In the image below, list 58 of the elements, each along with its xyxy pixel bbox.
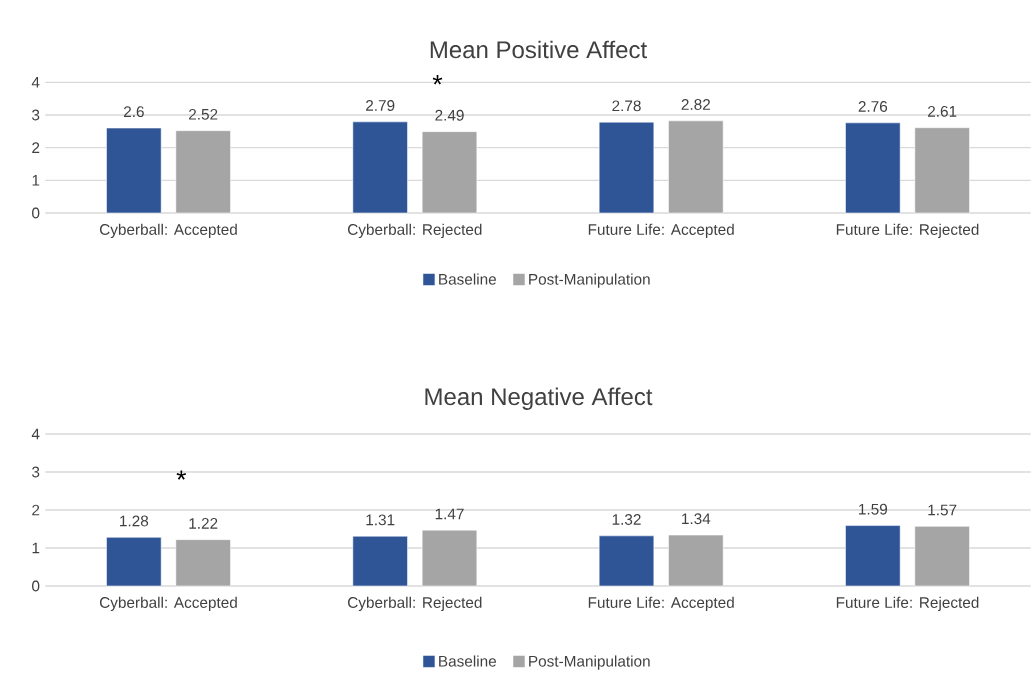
y-tick-label: 4 [31, 428, 40, 440]
bar [175, 539, 231, 587]
data-label: 2.49 [435, 109, 464, 121]
bar [352, 535, 408, 587]
x-tick-label: Future Life: Rejected [836, 223, 979, 238]
data-label: 2.61 [928, 105, 957, 117]
data-label: 1.28 [120, 515, 149, 527]
data-label: 2.6 [123, 106, 144, 118]
bar [914, 526, 970, 587]
x-tick-label: Future Life: Accepted [588, 596, 734, 611]
annotation: * [432, 75, 443, 85]
data-label: 2.79 [366, 100, 395, 111]
y-tick-label: 3 [32, 109, 40, 121]
data-label: 1.32 [612, 514, 641, 525]
y-tick-label: 2 [32, 142, 40, 154]
x-tick-label: Cyberball: Rejected [348, 223, 482, 238]
bar [598, 535, 655, 587]
bar [845, 122, 901, 214]
bar [175, 130, 231, 214]
y-tick-label: 3 [32, 466, 40, 478]
legend-label: Baseline [439, 655, 497, 667]
chart-title: Mean Negative Affect [425, 387, 653, 410]
data-label: 1.22 [189, 517, 218, 529]
annotation: * [176, 470, 187, 480]
bar [421, 131, 478, 214]
data-label: 2.78 [612, 100, 641, 112]
data-label: 1.34 [682, 513, 711, 525]
x-tick-label: Cyberball: Accepted [99, 223, 237, 238]
x-tick-label: Future Life: Rejected [836, 596, 979, 611]
legend-label: Post-Manipulation [529, 655, 650, 670]
y-tick-label: 2 [32, 504, 40, 516]
data-label: 2.52 [189, 108, 218, 120]
y-tick-label: 0 [32, 580, 40, 592]
x-tick-label: Cyberball: Rejected [348, 596, 482, 611]
y-tick-label: 0 [32, 207, 40, 219]
legend-label: Post-Manipulation [529, 273, 650, 288]
y-tick-label: 1 [32, 175, 40, 186]
x-tick-label: Cyberball: Accepted [99, 596, 237, 611]
legend-label: Baseline [439, 273, 497, 285]
bar [914, 127, 970, 214]
data-label: 1.47 [435, 508, 464, 520]
data-label: 2.76 [858, 101, 888, 112]
bar [668, 534, 724, 587]
bar [106, 537, 162, 587]
y-tick-label: 1 [32, 542, 40, 554]
data-label: 1.31 [366, 514, 395, 526]
y-tick-label: 4 [31, 77, 40, 88]
chart-title: Mean Positive Affect [430, 40, 647, 59]
bar [668, 120, 724, 214]
bar [106, 127, 162, 214]
bar [352, 121, 408, 214]
data-label: 2.82 [681, 99, 710, 110]
bar [598, 121, 655, 214]
data-label: 1.59 [859, 503, 888, 515]
data-label: 1.57 [928, 504, 957, 516]
bar [421, 529, 478, 587]
bar [845, 525, 901, 587]
x-tick-label: Future Life: Accepted [588, 223, 734, 238]
